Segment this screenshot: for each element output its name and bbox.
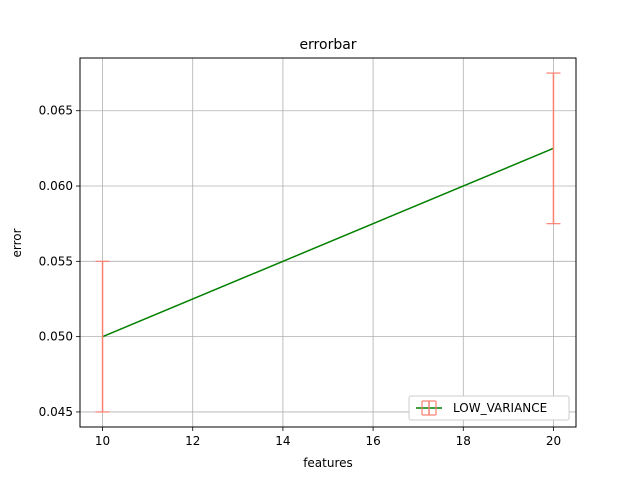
x-tick-label-2: 14 xyxy=(275,434,290,448)
y-tick-label-0: 0.045 xyxy=(39,405,73,419)
axis-ticks: 10 12 14 16 18 20 0.045 0.050 0.055 0.060 0.065 xyxy=(39,104,561,448)
x-tick-label-0: 10 xyxy=(95,434,110,448)
y-tick-label-4: 0.065 xyxy=(39,104,73,118)
legend-entry-label: LOW_VARIANCE xyxy=(453,401,547,415)
legend: LOW_VARIANCE xyxy=(408,395,570,421)
chart-title: errorbar xyxy=(299,37,356,53)
y-tick-label-2: 0.055 xyxy=(39,254,73,268)
series-line-0 xyxy=(102,147,554,338)
legend-box xyxy=(408,395,570,421)
grid-lines xyxy=(80,58,576,427)
x-axis-label: features xyxy=(303,456,353,470)
x-tick-label-5: 20 xyxy=(546,434,561,448)
x-tick-label-4: 18 xyxy=(456,434,471,448)
plot-series xyxy=(95,72,561,413)
y-tick-label-1: 0.050 xyxy=(39,330,73,344)
y-axis-label: error xyxy=(10,228,24,257)
x-tick-label-3: 16 xyxy=(365,434,380,448)
y-tick-label-3: 0.060 xyxy=(39,179,73,193)
plot-frame xyxy=(79,57,577,428)
x-tick-label-1: 12 xyxy=(185,434,200,448)
